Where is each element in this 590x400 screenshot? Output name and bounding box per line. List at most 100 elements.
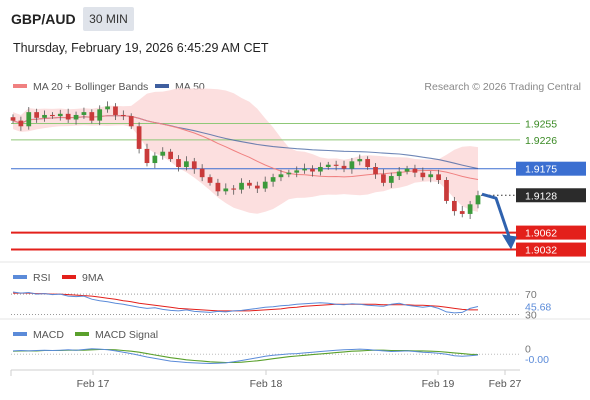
candle-body [388, 176, 394, 183]
interval-badge[interactable]: 30 MIN [83, 7, 134, 31]
candle-body [191, 161, 197, 169]
level-tag-support [516, 225, 586, 240]
x-tick-label: Feb 19 [422, 378, 455, 390]
x-tick-label: Feb 17 [77, 378, 110, 390]
candle-body [136, 126, 142, 149]
level-label-support: 1.9032 [525, 245, 557, 257]
candle-body [113, 106, 118, 115]
last-price-label: 1.9128 [525, 190, 557, 202]
legend-ma20-label: MA 20 + Bollinger Bands [33, 81, 148, 93]
level-label-pivot: 1.9175 [525, 164, 557, 176]
candle-body [451, 200, 457, 212]
rsi-ma-line [13, 292, 478, 312]
x-tick-label: Feb 18 [250, 378, 283, 390]
candle-body [223, 188, 229, 192]
candle-body [105, 106, 110, 110]
candle-body [459, 211, 465, 214]
x-axis: Feb 17 Feb 18 Feb 19 Feb 27 [77, 370, 522, 390]
candle-body [176, 159, 181, 167]
bollinger-band [13, 88, 478, 214]
candle-body [357, 159, 363, 162]
candle-body [262, 181, 268, 189]
candle-body [373, 166, 378, 175]
level-tag-pivot [516, 161, 586, 176]
candle-body [254, 185, 260, 189]
x-tick-label: Feb 27 [489, 378, 522, 390]
candle-body [97, 109, 103, 121]
candle-body [404, 168, 410, 172]
rsi-level-label: 30 [525, 309, 537, 321]
candle-body [144, 148, 150, 164]
candle-body [160, 151, 166, 156]
candle-body [73, 114, 79, 120]
candle-body [247, 182, 252, 186]
candle-body [467, 204, 473, 214]
level-label-resistance: 1.9226 [525, 135, 557, 147]
macd-level-label: 0 [525, 343, 531, 355]
candle-body [152, 155, 158, 164]
level-label-support: 1.9062 [525, 228, 557, 240]
copyright: Research © 2026 Trading Central [424, 81, 581, 93]
candle-body [278, 174, 284, 178]
timestamp: Thursday, February 19, 2026 6:45:29 AM C… [13, 41, 269, 55]
rsi-last-value: 45.68 [525, 301, 551, 313]
candle-body [239, 182, 244, 190]
candle-body [341, 165, 347, 169]
candle-body [444, 180, 449, 201]
candle-body [18, 120, 24, 127]
candle-body [10, 117, 16, 121]
macd-signal-line [12, 348, 479, 364]
candle-body [168, 151, 173, 160]
candle-body [475, 195, 481, 205]
candle-body [333, 164, 339, 166]
level-label-resistance: 1.9255 [525, 118, 557, 130]
candle-body [231, 188, 237, 190]
candle-body [286, 172, 292, 175]
legend-ma20-swatch [13, 84, 27, 88]
legend-rsi-ma-swatch [62, 275, 76, 279]
forecast-arrow-head [502, 234, 517, 250]
candle-body [310, 168, 315, 172]
candle-body [34, 112, 40, 118]
candle-body [412, 168, 418, 173]
legend-rsi-label: RSI [33, 272, 51, 284]
macd-last-value: -0.00 [525, 354, 549, 366]
candle-body [381, 174, 386, 183]
candle-body [270, 177, 276, 182]
candle-body [207, 177, 213, 183]
macd-panel: 0-0.00 [11, 343, 549, 366]
candle-body [42, 114, 47, 118]
candle-body [420, 172, 426, 178]
symbol-title: GBP/AUD [11, 11, 76, 27]
last-price-tag [516, 188, 586, 203]
candle-body [120, 114, 126, 117]
candle-body [184, 161, 189, 167]
rsi-line [12, 291, 479, 314]
candle-body [128, 116, 134, 127]
candle-body [199, 168, 205, 178]
candle-body [318, 166, 323, 172]
candle-body [428, 174, 434, 178]
legend-ma50-swatch [155, 84, 169, 88]
candle-body [349, 161, 355, 169]
candle-body [81, 112, 87, 115]
price-panel: 1.9255 1.9226 1.9175 1.9062 1.9032 1.9128 [10, 88, 586, 257]
candle-body [57, 113, 63, 117]
candle-body [396, 171, 402, 177]
chart-header: GBP/AUD 30 MIN Thursday, February 19, 20… [0, 0, 590, 70]
macd-line [12, 348, 479, 365]
rsi-level-label: 70 [525, 289, 537, 301]
candle-body [294, 170, 300, 173]
legend-macd-swatch [13, 332, 27, 336]
candle-body [215, 182, 221, 192]
candle-body [65, 113, 71, 120]
forecast-arrow-line [481, 192, 511, 238]
legend-rsi-swatch [13, 275, 27, 279]
candle-body [302, 168, 307, 171]
candle-body [89, 112, 95, 121]
legend-macd-label: MACD [33, 329, 64, 341]
candle-body [325, 164, 331, 167]
